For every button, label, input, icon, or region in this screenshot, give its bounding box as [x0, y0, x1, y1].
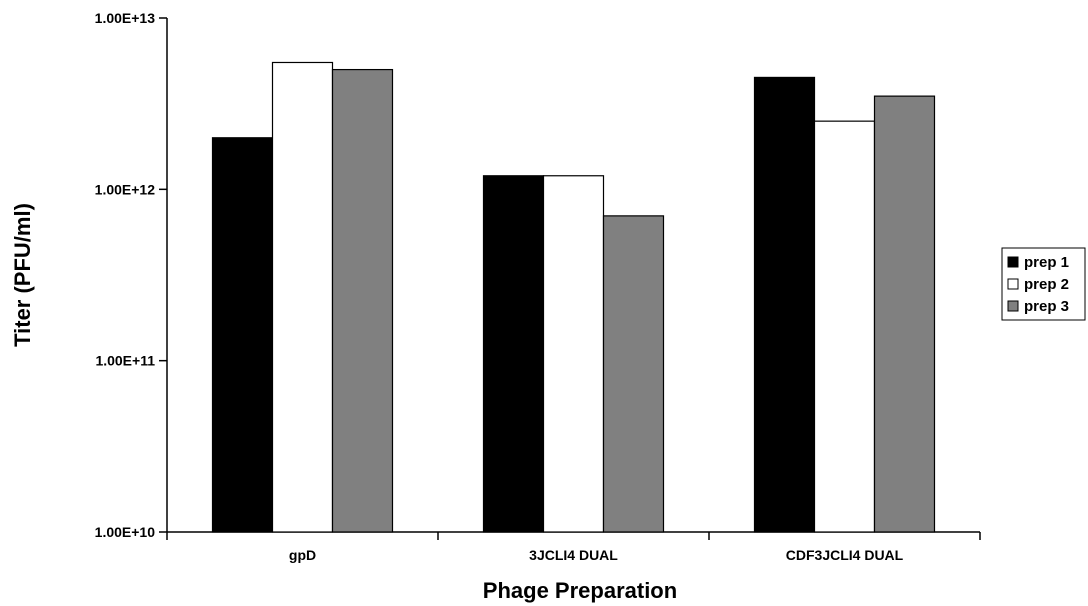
x-tick-label: 3JCLI4 DUAL — [529, 547, 618, 563]
bar — [482, 175, 545, 533]
bar — [211, 137, 274, 533]
legend: prep 1 prep 2 prep 3 — [1001, 247, 1086, 321]
y-tick-label: 1.00E+10 — [95, 524, 156, 540]
y-tick-label: 1.00E+12 — [95, 181, 156, 197]
y-axis-title: Titer (PFU/ml) — [10, 203, 35, 347]
legend-label: prep 1 — [1024, 254, 1069, 271]
y-tick-label: 1.00E+13 — [95, 10, 156, 26]
bar — [331, 68, 394, 533]
legend-swatch — [1007, 278, 1019, 290]
legend-label: prep 3 — [1024, 298, 1069, 315]
bar — [542, 175, 605, 533]
bar — [813, 120, 876, 533]
x-tick-label: CDF3JCLI4 DUAL — [786, 547, 904, 563]
bar — [602, 215, 665, 533]
x-axis-title: Phage Preparation — [483, 578, 677, 603]
bar — [873, 95, 936, 533]
bar — [271, 61, 334, 533]
bar — [753, 76, 816, 533]
plot-area: 1.00E+10 1.00E+11 1.00E+12 1.00E+13 gpD 3JCLI… — [95, 10, 981, 563]
y-tick-label: 1.00E+11 — [95, 353, 155, 369]
legend-label: prep 2 — [1024, 276, 1069, 293]
legend-swatch — [1007, 300, 1019, 312]
x-tick-label: gpD — [289, 547, 316, 563]
legend-swatch — [1007, 256, 1019, 268]
